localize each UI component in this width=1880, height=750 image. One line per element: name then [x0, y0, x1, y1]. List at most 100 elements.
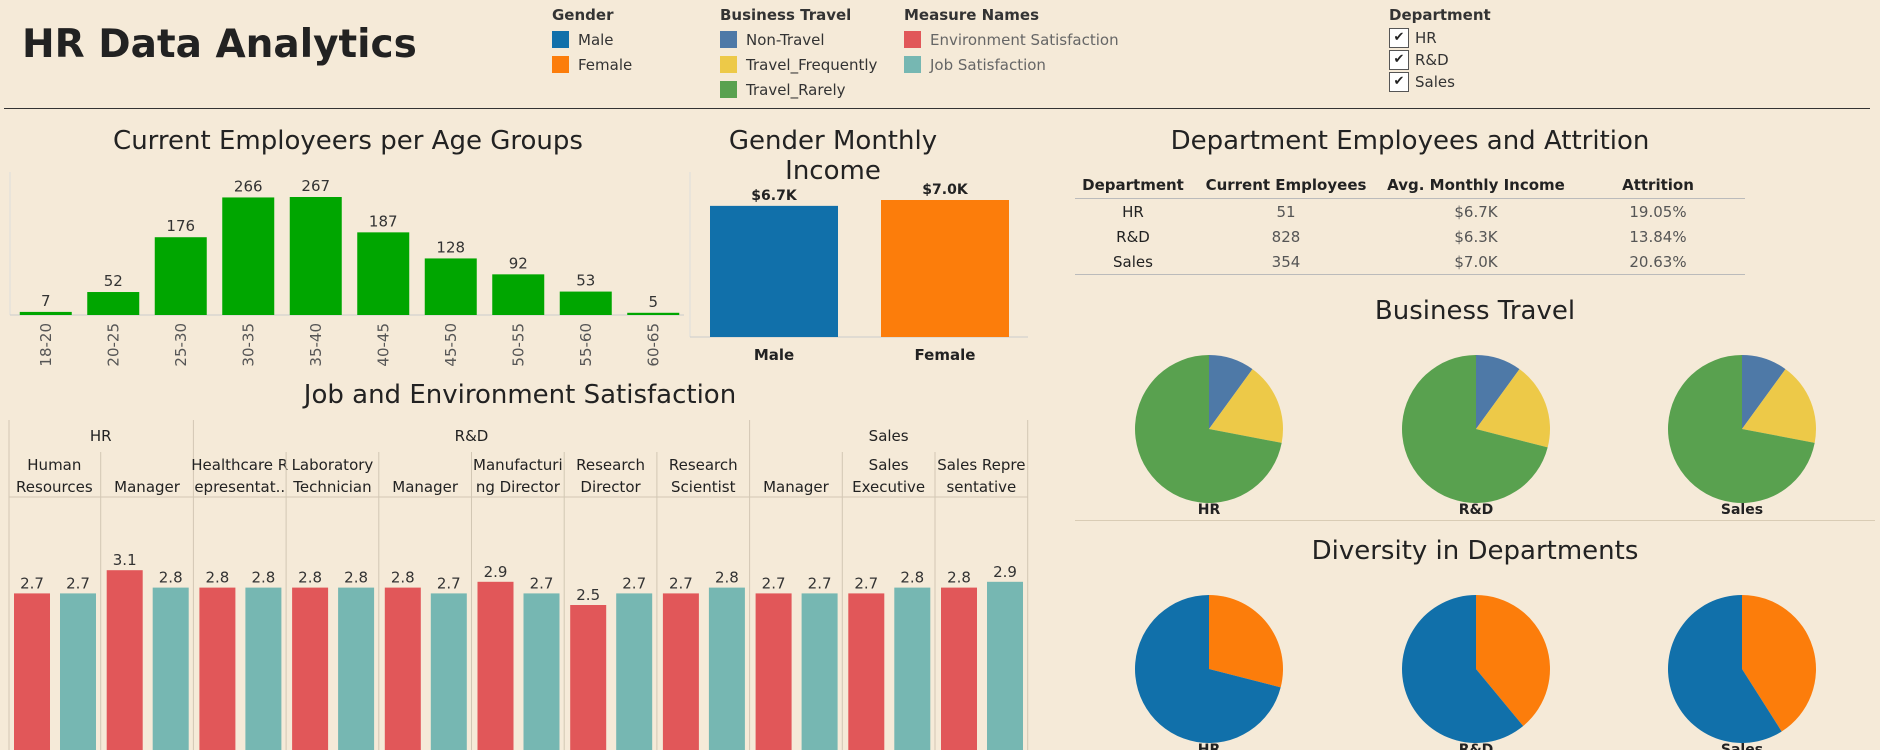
- table-row[interactable]: Sales 354 $7.0K 20.63%: [1075, 249, 1745, 275]
- satisfaction-bar[interactable]: [338, 587, 375, 750]
- satisfaction-bar[interactable]: [616, 593, 653, 750]
- measure-legend-title: Measure Names: [904, 6, 1040, 24]
- satisfaction-bar[interactable]: [292, 587, 329, 750]
- satisfaction-bar[interactable]: [755, 593, 792, 750]
- satisfaction-bar[interactable]: [894, 587, 931, 750]
- satisfaction-bar[interactable]: [430, 593, 467, 750]
- satisfaction-bar[interactable]: [384, 587, 421, 750]
- legend-label: Non-Travel: [746, 30, 825, 49]
- age-bar[interactable]: [289, 197, 342, 315]
- legend-item-environment-satisfaction[interactable]: Environment Satisfaction: [904, 27, 1119, 52]
- age-bar-label: 52: [104, 272, 123, 290]
- role-label: Technician: [292, 478, 371, 496]
- gender-legend: Gender Male Female: [552, 6, 632, 77]
- pie-slice[interactable]: [1476, 595, 1550, 727]
- age-bar[interactable]: [627, 312, 680, 315]
- checkbox-icon[interactable]: ✔: [1389, 50, 1409, 70]
- role-label: Human: [27, 456, 81, 474]
- checkbox-icon[interactable]: ✔: [1389, 28, 1409, 48]
- income-bar-chart: $6.7K Male $7.0K Female: [689, 172, 1028, 364]
- pie-slice[interactable]: [1209, 369, 1283, 443]
- department-header: HR: [90, 427, 112, 445]
- satisfaction-bar[interactable]: [801, 593, 838, 750]
- checkbox-icon[interactable]: ✔: [1389, 72, 1409, 92]
- table-cell: 828: [1271, 227, 1301, 246]
- pie-slice[interactable]: [1209, 355, 1253, 429]
- satisfaction-bar[interactable]: [987, 581, 1023, 750]
- satisfaction-bar[interactable]: [848, 593, 885, 750]
- travel-frequently-swatch: [720, 56, 737, 73]
- dept-table: Department Current Employees Avg. Monthl…: [1075, 172, 1745, 275]
- table-cell: 354: [1191, 249, 1381, 275]
- filter-option-sales[interactable]: ✔ Sales: [1389, 71, 1491, 93]
- income-tick-label: Female: [915, 346, 976, 364]
- pie-slice[interactable]: [1135, 595, 1281, 743]
- travel-chart-title: Business Travel: [1374, 296, 1576, 326]
- satisfaction-bar[interactable]: [106, 570, 143, 750]
- age-bar[interactable]: [222, 197, 275, 315]
- satisfaction-bar[interactable]: [570, 605, 607, 750]
- legend-item-non-travel[interactable]: Non-Travel: [720, 27, 877, 52]
- filter-option-rd[interactable]: ✔ R&D: [1389, 49, 1491, 71]
- pie-slice[interactable]: [1402, 355, 1548, 503]
- table-row[interactable]: R&D 828 $6.3K 13.84%: [1075, 224, 1745, 249]
- role-label: Manager: [392, 478, 459, 496]
- legend-item-female[interactable]: Female: [552, 52, 632, 77]
- pie-label: Sales: [1721, 502, 1763, 518]
- age-bar[interactable]: [19, 311, 72, 315]
- pie-slice[interactable]: [1209, 595, 1283, 688]
- measure-legend: Measure Names Environment Satisfaction J…: [904, 6, 1119, 77]
- dept-table-wrapper: Department Current Employees Avg. Monthl…: [1075, 172, 1745, 275]
- pie-slice[interactable]: [1742, 369, 1816, 443]
- age-bar[interactable]: [424, 258, 477, 315]
- legend-item-male[interactable]: Male: [552, 27, 632, 52]
- dept-table-title: Department Employees and Attrition: [1170, 126, 1650, 156]
- role-label: Executive: [852, 478, 925, 496]
- pie-slice[interactable]: [1668, 355, 1815, 503]
- filter-option-hr[interactable]: ✔ HR: [1389, 27, 1491, 49]
- age-tick-label: 20-25: [104, 323, 122, 367]
- legend-item-travel-frequently[interactable]: Travel_Frequently: [720, 52, 877, 77]
- satisfaction-bar[interactable]: [941, 587, 977, 750]
- age-tick-label: 18-20: [37, 323, 55, 367]
- satisfaction-bar-label: 2.8: [251, 569, 275, 587]
- legend-item-job-satisfaction[interactable]: Job Satisfaction: [904, 52, 1119, 77]
- table-row[interactable]: HR 51 $6.7K 19.05%: [1075, 199, 1745, 225]
- age-bar-label: 7: [41, 292, 51, 310]
- income-bar[interactable]: [881, 200, 1009, 337]
- satisfaction-bar[interactable]: [199, 587, 236, 750]
- satisfaction-bar[interactable]: [662, 593, 699, 750]
- pie-label: R&D: [1459, 742, 1494, 750]
- legend-item-travel-rarely[interactable]: Travel_Rarely: [720, 77, 877, 102]
- satisfaction-bar[interactable]: [152, 587, 189, 750]
- role-label: Laboratory: [292, 456, 374, 474]
- satisfaction-bar[interactable]: [708, 587, 745, 750]
- pie-slice[interactable]: [1476, 355, 1520, 429]
- role-label: Research: [669, 456, 738, 474]
- age-bar[interactable]: [154, 237, 207, 315]
- dashboard-title: HR Data Analytics: [22, 22, 417, 67]
- pie-slice[interactable]: [1742, 595, 1816, 732]
- pie-label: HR: [1198, 742, 1221, 750]
- satisfaction-bar[interactable]: [14, 593, 50, 750]
- satisfaction-bar[interactable]: [60, 593, 96, 750]
- income-bar[interactable]: [710, 205, 838, 337]
- pie-slice[interactable]: [1135, 355, 1282, 503]
- table-cell: Sales: [1075, 249, 1191, 275]
- pie-slice[interactable]: [1476, 369, 1550, 448]
- satisfaction-bar[interactable]: [245, 587, 282, 750]
- pie-slice[interactable]: [1742, 355, 1786, 429]
- age-bar[interactable]: [357, 232, 410, 315]
- age-tick-label: 30-35: [239, 323, 257, 367]
- satisfaction-bar-label: 2.7: [762, 574, 786, 592]
- age-bar[interactable]: [559, 291, 612, 315]
- pie-slice[interactable]: [1402, 595, 1524, 743]
- age-bar[interactable]: [492, 274, 545, 315]
- income-tick-label: Male: [754, 346, 794, 364]
- satisfaction-bar[interactable]: [523, 593, 560, 750]
- pie-slice[interactable]: [1668, 595, 1782, 743]
- satisfaction-bar[interactable]: [477, 581, 514, 750]
- age-bar[interactable]: [87, 292, 140, 315]
- filter-label: R&D: [1415, 51, 1449, 69]
- legend-label: Travel_Rarely: [746, 80, 846, 99]
